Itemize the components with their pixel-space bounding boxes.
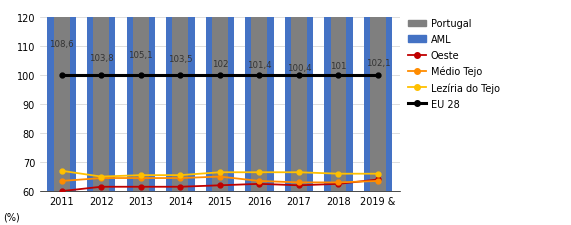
Bar bbox=[47, 0, 76, 191]
Text: 101,4: 101,4 bbox=[247, 61, 272, 70]
Bar bbox=[285, 0, 313, 191]
Bar bbox=[245, 0, 274, 191]
Text: 103,8: 103,8 bbox=[89, 54, 114, 63]
Bar bbox=[172, 0, 188, 191]
Bar bbox=[133, 0, 148, 191]
Bar bbox=[206, 0, 234, 191]
Text: 105,1: 105,1 bbox=[128, 50, 153, 59]
Bar bbox=[54, 0, 70, 191]
Bar bbox=[93, 0, 109, 191]
Bar bbox=[212, 0, 228, 191]
Bar bbox=[166, 0, 195, 191]
Legend: Portugal, AML, Oeste, Médio Tejo, Lezíria do Tejo, EU 28: Portugal, AML, Oeste, Médio Tejo, Lezíri… bbox=[408, 19, 500, 109]
Text: 103,5: 103,5 bbox=[168, 55, 192, 64]
Text: 102,1: 102,1 bbox=[365, 59, 390, 68]
Text: (%): (%) bbox=[3, 212, 19, 222]
Bar bbox=[251, 0, 267, 191]
Bar bbox=[291, 0, 307, 191]
Bar bbox=[324, 0, 353, 191]
Bar bbox=[364, 0, 392, 191]
Bar bbox=[331, 0, 347, 191]
Bar bbox=[127, 0, 155, 191]
Text: 108,6: 108,6 bbox=[50, 40, 74, 49]
Bar bbox=[370, 0, 386, 191]
Text: 100,4: 100,4 bbox=[287, 64, 311, 73]
Text: 101: 101 bbox=[330, 62, 347, 71]
Text: 102: 102 bbox=[212, 59, 228, 68]
Bar bbox=[87, 0, 115, 191]
